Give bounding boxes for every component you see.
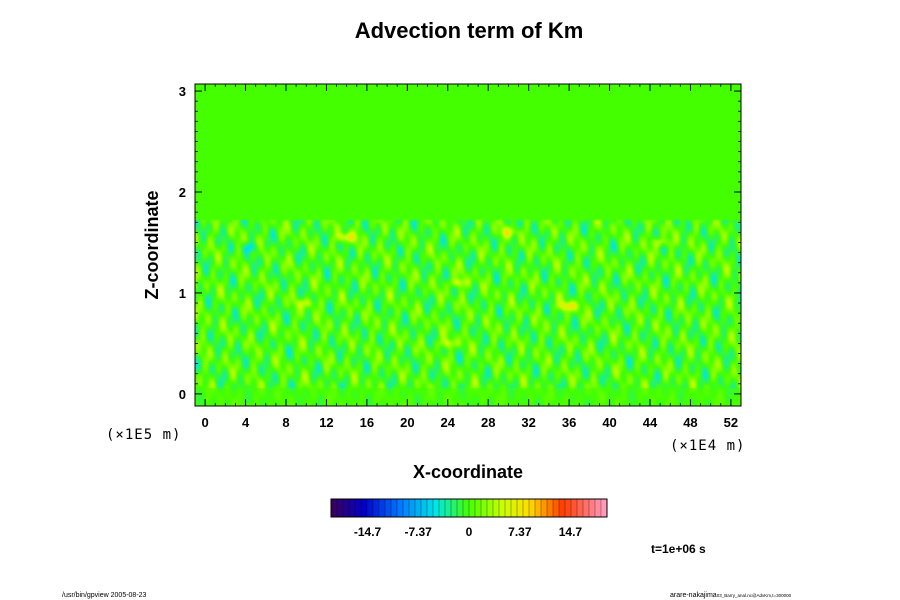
x-tick-label: 16 <box>360 415 374 430</box>
colorbar-cell <box>444 498 452 518</box>
x-tick-label: 8 <box>282 415 289 430</box>
colorbar-cell <box>396 498 404 518</box>
colorbar-cell <box>390 498 398 518</box>
colorbar-cell <box>348 498 356 518</box>
colorbar-cell <box>570 498 578 518</box>
colorbar-cell <box>432 498 440 518</box>
x-tick-label: 20 <box>400 415 414 430</box>
colorbar-cell <box>474 498 482 518</box>
x-axis-label: X-coordinate <box>413 462 523 482</box>
z-axis-ticks: 0 1 2 3 <box>179 84 741 402</box>
colorbar-cell <box>540 498 548 518</box>
colorbar-cell <box>426 498 434 518</box>
colorbar-cell <box>342 498 350 518</box>
colorbar-cell <box>504 498 512 518</box>
x-axis-ticks: 0 4 8 12 16 20 24 28 32 36 40 44 48 52 <box>201 84 738 430</box>
colorbar-cell <box>480 498 488 518</box>
colorbar-tick-label: -14.7 <box>354 525 382 539</box>
colorbar-cell <box>330 498 338 518</box>
colorbar-cell <box>546 498 554 518</box>
colorbar-tick-label: -7.37 <box>404 525 432 539</box>
x-tick-label: 4 <box>242 415 250 430</box>
time-label: t=1e+06 s <box>651 542 706 556</box>
colorbar-cell <box>378 498 386 518</box>
colorbar-cell <box>510 498 518 518</box>
colorbar-cells <box>330 498 608 518</box>
colorbar-cell <box>516 498 524 518</box>
x-tick-label: 48 <box>683 415 697 430</box>
z-tick-label: 0 <box>179 387 186 402</box>
x-unit-label: (×1E4 m) <box>670 438 745 454</box>
z-tick-label: 1 <box>179 286 186 301</box>
colorbar-cell <box>420 498 428 518</box>
footer-right-small: 03_Barry_anal.nc@AdvKm,t=300000 <box>717 593 792 598</box>
chart-title: Advection term of Km <box>355 18 584 43</box>
x-tick-label: 24 <box>441 415 456 430</box>
colorbar-cell <box>384 498 392 518</box>
colorbar-cell <box>456 498 464 518</box>
colorbar-cell <box>594 498 602 518</box>
colorbar-cell <box>462 498 470 518</box>
colorbar-cell <box>402 498 410 518</box>
x-tick-label: 44 <box>643 415 658 430</box>
colorbar-cell <box>564 498 572 518</box>
colorbar-cell <box>372 498 380 518</box>
x-tick-label: 0 <box>201 415 208 430</box>
colorbar-frame <box>330 498 608 518</box>
colorbar-cell <box>408 498 416 518</box>
colorbar-cell <box>486 498 494 518</box>
colorbar-cell <box>468 498 476 518</box>
colorbar-cell <box>492 498 500 518</box>
colorbar-cell <box>498 498 506 518</box>
z-tick-label: 3 <box>179 84 186 99</box>
z-axis-label: Z-coordinate <box>142 190 162 299</box>
colorbar-cell <box>414 498 422 518</box>
colorbar-tick-label: 0 <box>466 525 473 539</box>
x-tick-label: 40 <box>602 415 616 430</box>
x-tick-label: 52 <box>724 415 738 430</box>
z-unit-label: (×1E5 m) <box>106 427 181 443</box>
colorbar-cell <box>354 498 362 518</box>
colorbar-tick-label: 7.37 <box>508 525 532 539</box>
plot-area <box>194 83 742 407</box>
colorbar-tick-label: 14.7 <box>559 525 583 539</box>
x-tick-label: 12 <box>319 415 333 430</box>
colorbar-cell <box>588 498 596 518</box>
footer-right-main: arare-nakajima <box>670 592 717 599</box>
x-tick-label: 28 <box>481 415 495 430</box>
colorbar: -14.7 -7.37 0 7.37 14.7 <box>330 498 608 539</box>
footer-left: /usr/bin/gpview 2005-08-23 <box>62 592 147 599</box>
colorbar-cell <box>336 498 344 518</box>
colorbar-cell <box>438 498 446 518</box>
colorbar-cell <box>600 498 608 518</box>
colorbar-cell <box>552 498 560 518</box>
colorbar-cell <box>558 498 566 518</box>
z-tick-label: 2 <box>179 185 186 200</box>
footer-right: arare-nakajima03_Barry_anal.nc@AdvKm,t=3… <box>670 592 792 599</box>
heatmap-field <box>195 84 741 406</box>
colorbar-cell <box>576 498 584 518</box>
colorbar-cell <box>528 498 536 518</box>
colorbar-cell <box>582 498 590 518</box>
colorbar-cell <box>360 498 368 518</box>
colorbar-cell <box>450 498 458 518</box>
colorbar-cell <box>534 498 542 518</box>
x-tick-label: 32 <box>521 415 535 430</box>
colorbar-ticks: -14.7 -7.37 0 7.37 14.7 <box>354 525 583 539</box>
colorbar-cell <box>366 498 374 518</box>
x-tick-label: 36 <box>562 415 576 430</box>
minor-ticks <box>195 84 741 406</box>
colorbar-cell <box>522 498 530 518</box>
